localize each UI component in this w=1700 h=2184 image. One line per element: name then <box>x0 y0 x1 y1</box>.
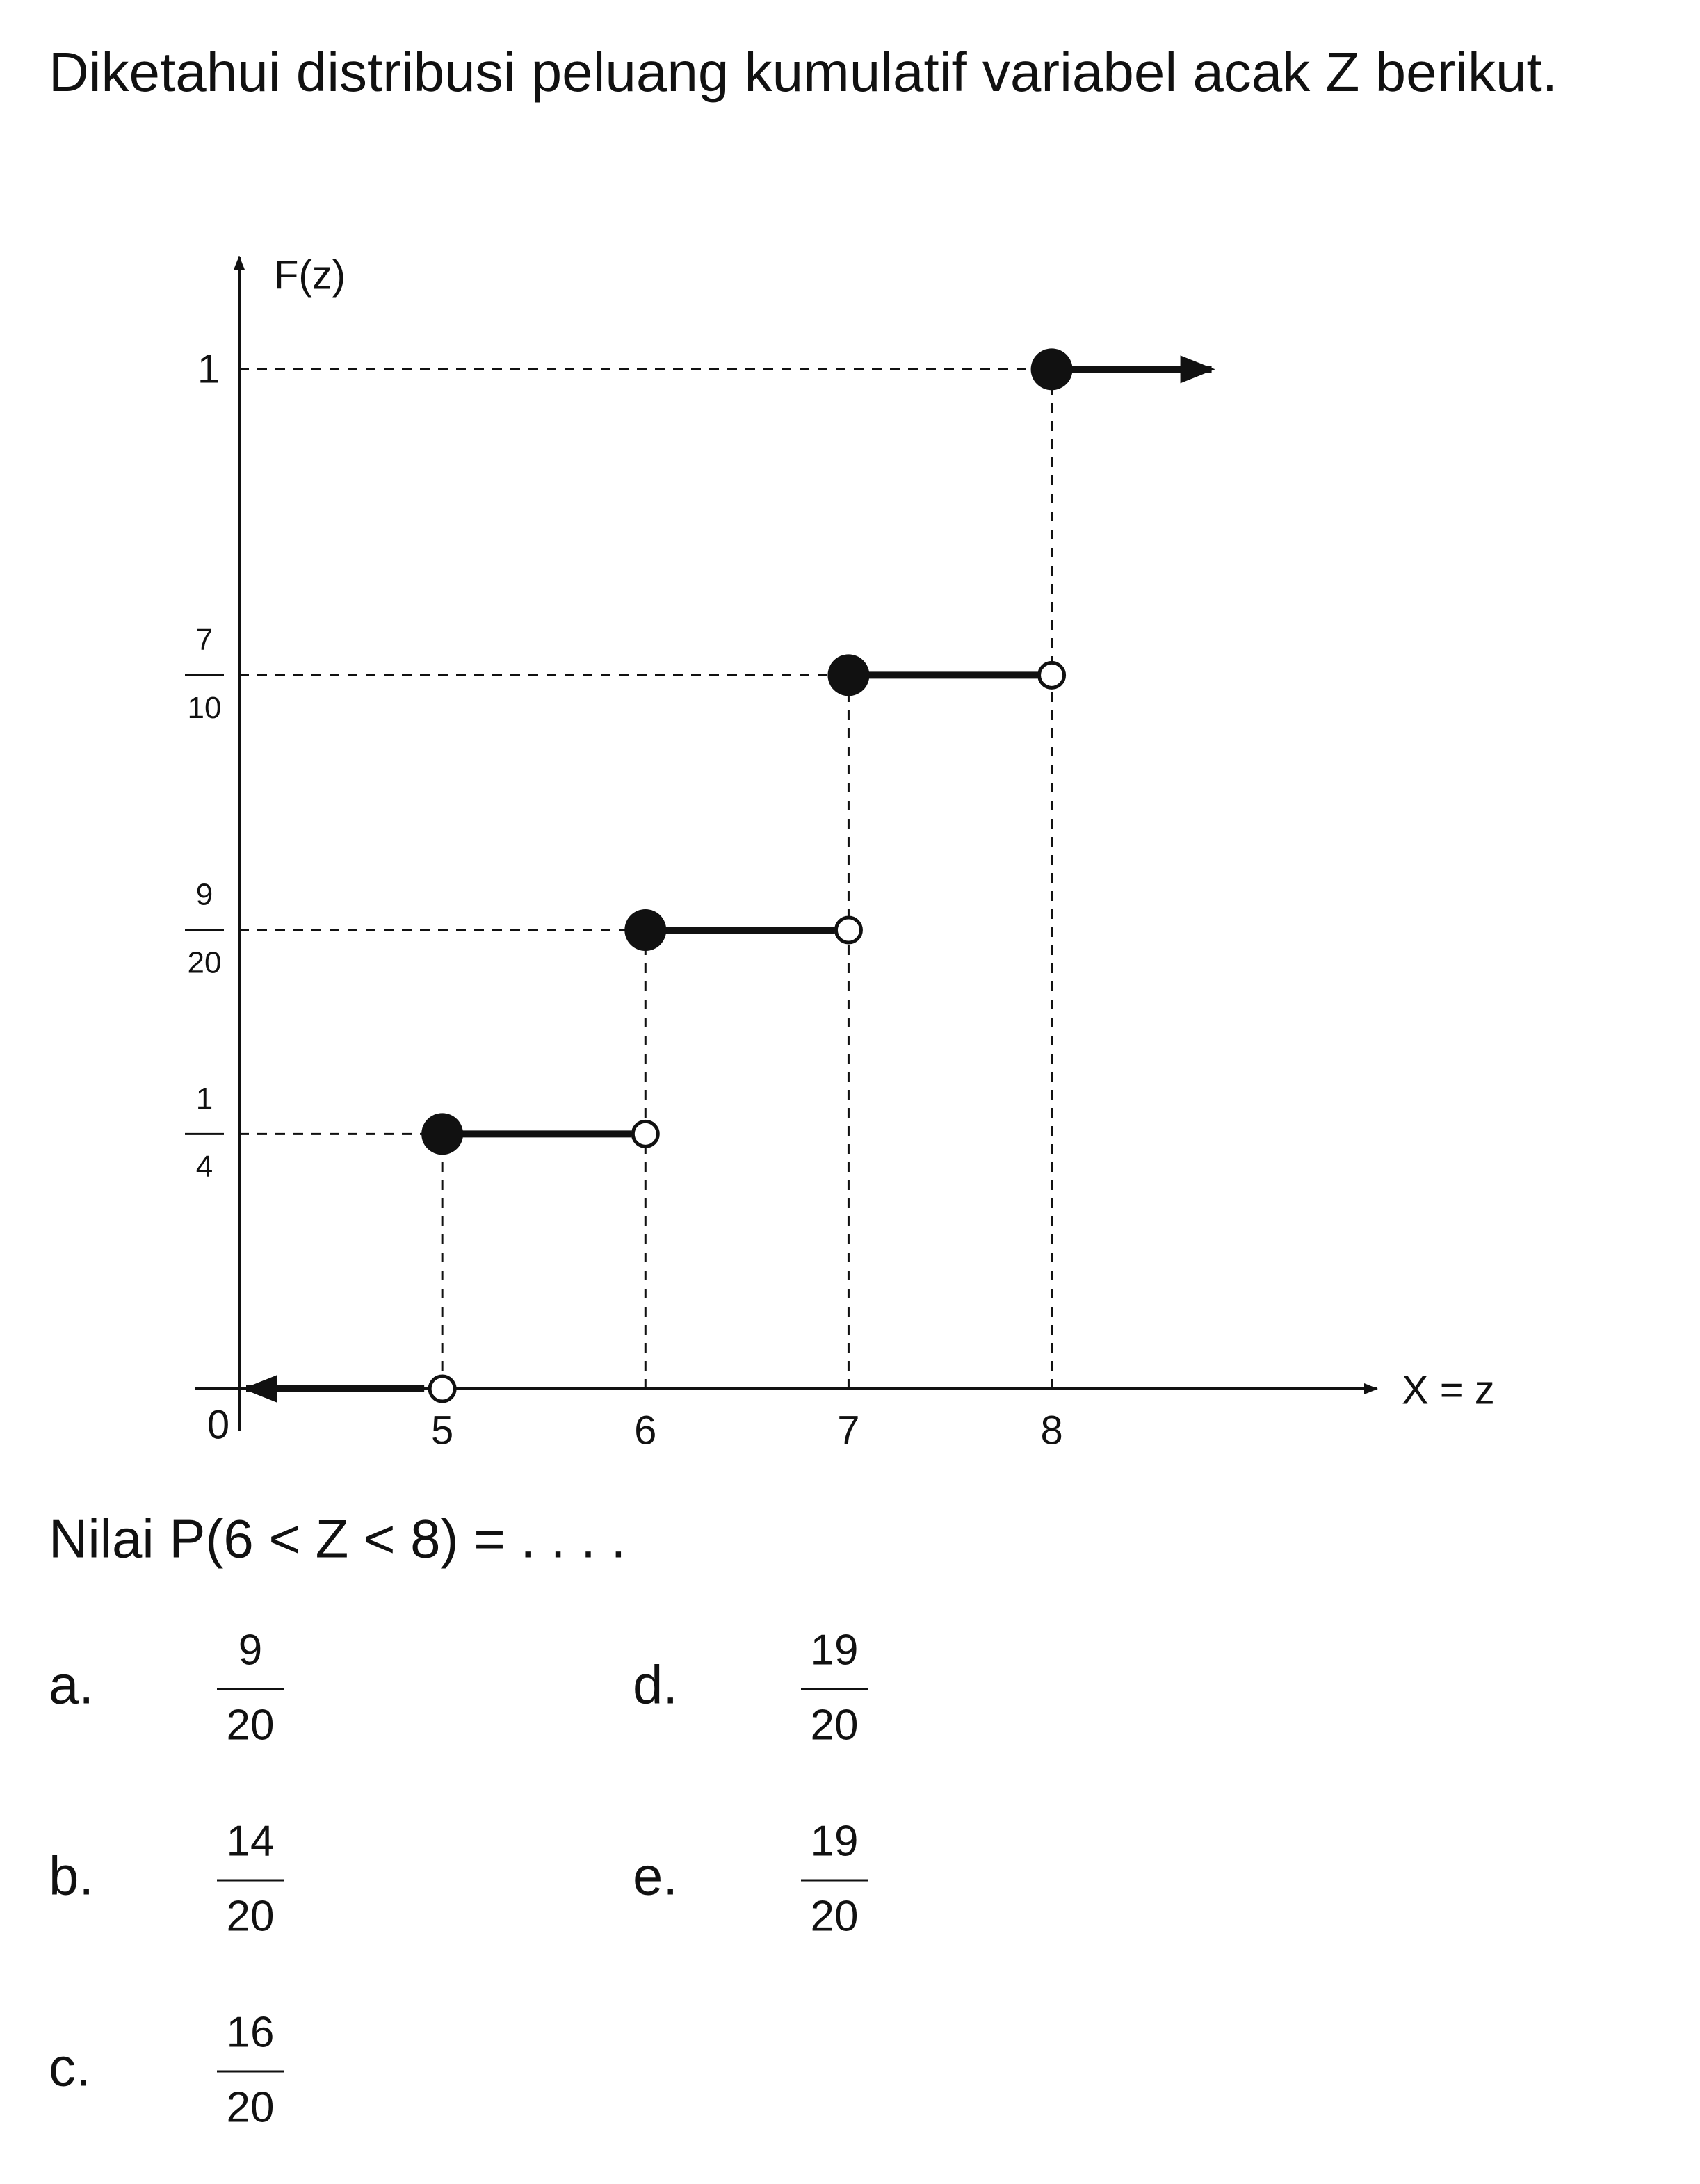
y-tick-numerator: 9 <box>196 878 213 912</box>
y-tick-numerator: 7 <box>196 623 213 657</box>
option-letter[interactable]: a. <box>49 1654 94 1716</box>
option-numerator: 19 <box>811 1817 859 1865</box>
y-tick-denominator: 10 <box>188 691 222 725</box>
option-denominator: 20 <box>227 1892 275 1940</box>
y-axis-label: F(z) <box>274 252 346 298</box>
option-numerator: 9 <box>238 1626 262 1674</box>
y-tick-label: 0 <box>207 1402 229 1447</box>
option-letter[interactable]: d. <box>633 1654 678 1716</box>
filled-point <box>421 1113 464 1155</box>
y-tick-denominator: 20 <box>188 946 222 980</box>
option-denominator: 20 <box>811 1701 859 1749</box>
filled-point <box>827 654 870 696</box>
option-denominator: 20 <box>811 1892 859 1940</box>
option-letter[interactable]: e. <box>633 1845 678 1907</box>
y-tick-numerator: 1 <box>196 1082 213 1116</box>
option-denominator: 20 <box>227 1701 275 1749</box>
y-tick-denominator: 4 <box>196 1150 213 1184</box>
open-point <box>1037 660 1067 690</box>
question: Nilai P(6 < Z < 8) = . . . . <box>49 1508 626 1570</box>
x-tick-label: 5 <box>431 1408 453 1453</box>
open-point <box>428 1374 457 1403</box>
open-point <box>834 915 863 945</box>
option-letter[interactable]: b. <box>49 1845 94 1907</box>
option-denominator: 20 <box>227 2083 275 2131</box>
open-point <box>631 1119 660 1148</box>
filled-point <box>624 909 667 951</box>
x-tick-label: 8 <box>1040 1408 1062 1453</box>
option-numerator: 16 <box>227 2008 275 2056</box>
option-letter[interactable]: c. <box>49 2037 91 2098</box>
x-tick-label: 6 <box>634 1408 656 1453</box>
option-numerator: 14 <box>227 1817 275 1865</box>
x-axis-label: X = z <box>1402 1367 1495 1412</box>
intro-text: Diketahui distribusi peluang kumulatif v… <box>49 41 1557 103</box>
option-numerator: 19 <box>811 1626 859 1674</box>
y-tick-label: 1 <box>197 347 220 392</box>
x-tick-label: 7 <box>837 1408 859 1453</box>
filled-point <box>1030 348 1073 391</box>
